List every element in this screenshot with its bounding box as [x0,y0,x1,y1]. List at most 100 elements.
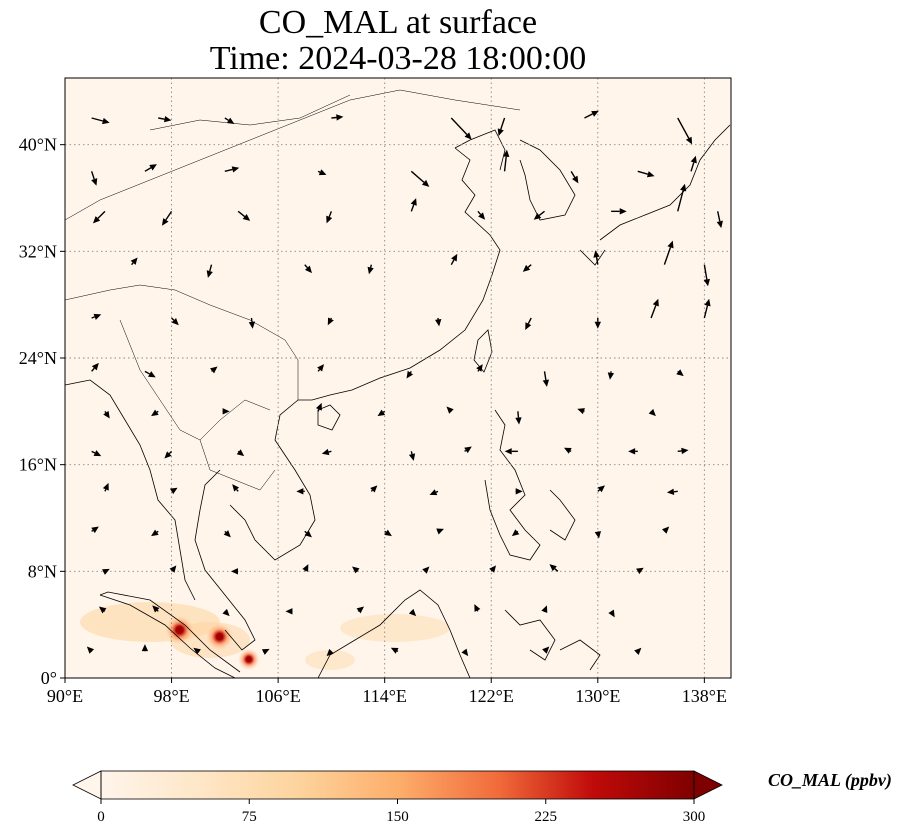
wind-arrow [91,526,99,534]
wind-arrow [210,366,218,374]
wind-arrow [302,564,309,572]
wind-arrow [450,253,458,266]
wind-arrow [450,117,472,140]
lat-tick-label: 0° [41,668,57,688]
wind-arrow [584,110,599,119]
wind-arrow [563,447,572,454]
wind-arrow [222,608,230,617]
wind-arrow [690,155,697,172]
wind-arrow [158,115,172,123]
wind-arrow [315,402,322,412]
wind-arrow [224,117,235,124]
wind-arrow [446,406,454,414]
wind-arrow [377,409,386,417]
wind-arrow [367,264,374,275]
lon-tick-label: 130°E [575,686,620,706]
wind-arrow [410,198,417,212]
wind-arrow [406,370,414,379]
wind-arrow [206,264,213,278]
map-background [65,78,731,678]
wind-arrow [608,609,615,618]
wind-arrow [628,448,638,455]
wind-arrow [171,317,179,326]
wind-arrow [593,250,600,265]
wind-arrow [261,648,270,655]
wind-arrow [90,171,98,186]
wind-arrow [677,183,687,212]
wind-arrow [304,530,312,538]
wind-arrow [408,608,417,617]
lat-tick-label: 16°N [19,455,57,475]
colorbar-tick-label: 225 [535,809,558,825]
lon-tick-label: 90°E [47,686,83,706]
co-hotspot [164,615,195,645]
wind-arrow [331,114,344,121]
wind-arrow [102,568,110,575]
wind-arrow [141,644,149,652]
wind-arrow [634,647,642,655]
gridlines [65,78,731,678]
wind-arrow [594,531,602,539]
lon-tick-label: 138°E [682,686,727,706]
wind-arrow [436,528,444,535]
colorbar: 0 75 150 225 300 [72,770,723,825]
wind-arrow [384,529,392,537]
wind-arrow [151,529,159,537]
lon-tick-label: 98°E [153,686,189,706]
wind-arrow [321,448,332,456]
wind-arrow [327,317,334,326]
wind-arrow [356,606,365,614]
wind-arrow [703,298,711,319]
lat-tick-label: 40°N [19,135,57,155]
lon-tick-label: 106°E [256,686,301,706]
wind-arrow [102,482,109,492]
latitude-axis: 0° 8°N 16°N 24°N 32°N 40°N [19,135,65,688]
wind-arrow [296,488,305,495]
wind-arrow [636,567,644,575]
wind-arrow [144,370,156,378]
wind-arrow [236,449,245,457]
wind-arrow [541,605,548,614]
wind-arrow [504,448,518,455]
lat-tick-label: 8°N [28,561,57,581]
lat-tick-label: 32°N [19,241,57,261]
colorbar-tick-label: 0 [97,809,105,825]
wind-arrow [549,564,559,572]
wind-arrow [352,566,360,574]
wind-arrow [152,605,160,613]
wind-vectors [86,110,723,657]
wind-arrow [474,604,481,612]
wind-arrow [224,166,240,173]
wind-arrow [570,170,579,184]
chart-subtitle-time: Time: 2024-03-28 18:00:00 [209,40,587,77]
wind-arrow [677,117,693,145]
chart-title: CO_MAL at surface [258,4,538,41]
wind-arrow [503,149,510,172]
wind-arrow [476,364,483,372]
wind-arrow [542,371,550,387]
wind-arrow [648,408,656,417]
wind-arrow [92,210,106,224]
wind-arrow [464,446,472,454]
wind-arrow [611,208,627,215]
wind-arrow [161,210,173,226]
wind-arrow [326,211,333,224]
wind-arrow [461,648,469,657]
wind-arrow [151,409,159,417]
wind-arrow [435,317,442,327]
wind-arrow [390,647,399,654]
wind-arrow [91,313,102,320]
lon-tick-label: 122°E [469,686,514,706]
wind-arrow [511,529,520,537]
wind-arrow [222,408,230,415]
co-hotspot [237,648,260,671]
wind-arrow [193,647,201,655]
wind-arrow [663,240,674,265]
wind-arrow [370,485,378,493]
wind-arrow [661,526,670,534]
wind-arrow [477,210,486,220]
wind-arrow [497,117,506,136]
wind-arrow [410,170,430,187]
wind-arrow [676,369,684,377]
